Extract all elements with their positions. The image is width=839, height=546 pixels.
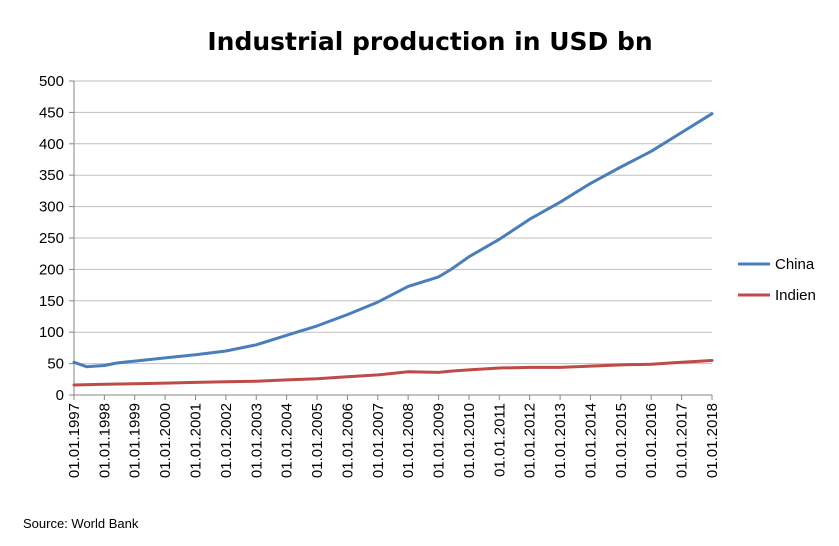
x-tick-label: 01.01.2017 [674,403,691,478]
x-tick-label: 01.01.2011 [491,403,508,477]
y-tick-label: 500 [39,73,64,90]
legend: China Indien [738,256,816,304]
x-tick-label: 01.01.1998 [96,403,113,478]
y-tick-label: 0 [56,387,64,404]
x-tick-label: 01.01.2013 [552,403,569,478]
x-tick-label: 01.01.2003 [248,403,265,478]
x-tick-label: 01.01.2010 [461,403,478,478]
x-tick-label: 01.01.2008 [400,403,417,478]
y-tick-label: 50 [47,356,64,373]
legend-label-indien: Indien [775,287,816,304]
gridlines [69,80,712,396]
y-tick-label: 100 [39,324,64,341]
x-tick-label: 01.01.2005 [309,403,326,478]
x-tick-label: 01.01.2004 [279,403,296,478]
x-tick-label: 01.01.2015 [613,403,630,478]
x-tick-label: 01.01.2012 [522,403,539,478]
series-line-china [72,112,714,369]
x-tick-label: 01.01.2002 [218,403,235,478]
y-tick-label: 350 [39,167,64,184]
x-axis: 01.01.1997 01.01.1998 01.01.1999 01.01.2000… [66,394,721,478]
series-line-indien [72,359,714,387]
x-tick-label: 01.01.2007 [370,403,387,478]
series-lines [72,112,714,387]
x-tick-label: 01.01.2016 [643,403,660,478]
x-tick-label: 01.01.2009 [431,403,448,478]
y-tick-label: 150 [39,293,64,310]
y-tick-label: 400 [39,136,64,153]
x-tick-label: 01.01.2018 [704,403,721,478]
y-tick-label: 300 [39,199,64,216]
legend-label-china: China [775,256,815,273]
x-tick-label: 01.01.2000 [157,403,174,478]
y-axis: 0 50 100 150 200 250 300 350 400 450 500 [39,73,75,404]
x-tick-label: 01.01.1999 [127,403,144,478]
y-tick-label: 250 [39,230,64,247]
x-tick-label: 01.01.1997 [66,403,83,478]
source-note: Source: World Bank [23,516,139,531]
chart-title: Industrial production in USD bn [207,27,652,56]
x-tick-label: 01.01.2006 [339,403,356,478]
x-tick-label: 01.01.2001 [188,403,205,478]
x-tick-label: 01.01.2014 [582,403,599,478]
y-tick-label: 200 [39,261,64,278]
y-tick-label: 450 [39,104,64,121]
